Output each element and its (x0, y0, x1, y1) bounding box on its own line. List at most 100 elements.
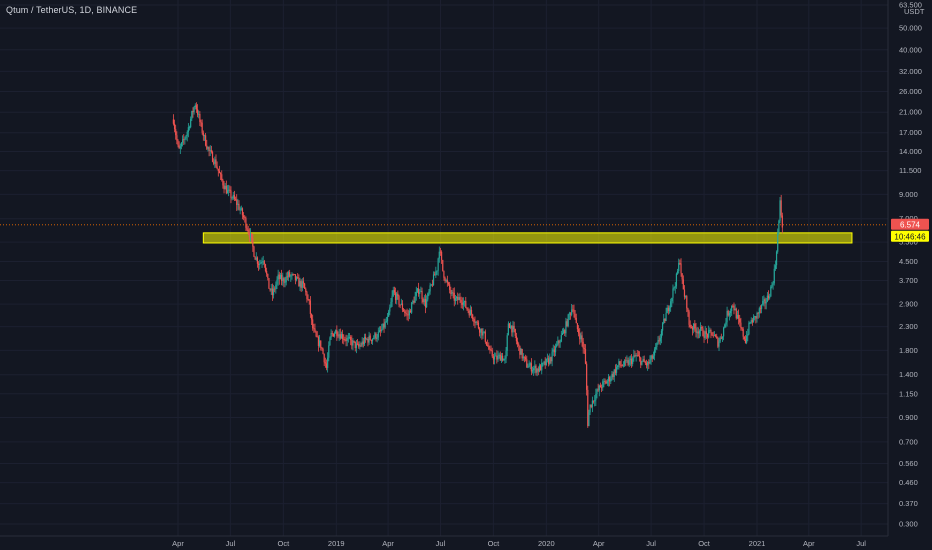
candle-body (714, 335, 717, 337)
candle-body (278, 274, 280, 280)
candle-body (523, 356, 526, 358)
candle-body (597, 389, 599, 391)
candle-body (322, 348, 324, 354)
candle-body (193, 107, 195, 113)
candle-body (538, 365, 541, 372)
candle-body (342, 334, 344, 340)
candle-body (474, 321, 476, 323)
candle-body (317, 336, 320, 346)
candle-body (650, 355, 652, 361)
candle-body (670, 301, 672, 308)
candle-body (617, 365, 619, 367)
candle-body (761, 304, 763, 310)
candle-body (588, 412, 590, 427)
candle-body (472, 314, 474, 319)
y-tick-label: 9.000 (899, 190, 918, 199)
candle-body (771, 284, 773, 287)
candle-body (651, 355, 653, 359)
candle-body (629, 358, 631, 360)
candle-body (460, 299, 462, 303)
candle-body (210, 150, 212, 152)
candle-body (241, 208, 244, 216)
time-axis[interactable]: Apr Jul Oct 2019 Apr Jul Oct 2020 Apr Jul Oct 2021 A… (0, 535, 888, 548)
candle-body (255, 257, 257, 260)
candle-body (412, 300, 414, 303)
candle-body (454, 298, 457, 301)
candle-body (502, 355, 504, 361)
candle-body (422, 299, 424, 303)
candle-body (172, 119, 174, 124)
candle-body (512, 325, 514, 333)
y-tick-label: 32.000 (899, 67, 922, 76)
candle-body (184, 138, 186, 140)
candle-body (378, 330, 381, 332)
chart-title: Qtum / TetherUS, 1D, BINANCE (6, 5, 138, 15)
candle-body (468, 310, 470, 316)
candle-body (186, 132, 188, 136)
y-tick-label: 50.000 (899, 24, 922, 33)
x-tick-label: 2021 (749, 539, 766, 548)
candle-body (447, 282, 450, 285)
candle-body (443, 270, 445, 278)
candle-body (505, 350, 507, 359)
candle-body (323, 353, 325, 363)
candle-body (746, 335, 748, 343)
candle-body (263, 261, 265, 265)
candle-body (437, 258, 439, 271)
candle-body (713, 335, 716, 336)
candle-body (430, 284, 432, 286)
candle-body (416, 288, 419, 292)
candle-body (705, 331, 707, 335)
y-tick-label: 4.500 (899, 257, 918, 266)
candle-body (306, 292, 308, 300)
candle-body (496, 355, 498, 360)
candle-body (657, 340, 659, 344)
candle-body (544, 361, 546, 365)
candle-body (417, 288, 420, 294)
candle-body (664, 318, 666, 321)
x-tick-label: 2019 (328, 539, 345, 548)
candle-body (697, 331, 699, 334)
candle-body (737, 314, 740, 319)
candle-body (566, 321, 568, 326)
candle-body (647, 362, 649, 366)
candle-body (285, 276, 287, 283)
candle-body (291, 274, 293, 276)
candle-body (392, 290, 394, 296)
candle-body (339, 334, 341, 339)
candle-body (301, 281, 303, 288)
candle-body (506, 335, 508, 351)
candle-body (403, 309, 405, 312)
candle-body (293, 274, 295, 275)
candle-body (747, 334, 749, 336)
candle-body (497, 355, 499, 360)
candle-body (731, 305, 733, 311)
candle-body (558, 340, 560, 343)
candle-body (575, 317, 577, 324)
candle-body (407, 314, 409, 316)
y-tick-label: 0.560 (899, 459, 918, 468)
candle-body (480, 328, 482, 333)
candle-body (565, 321, 567, 334)
candle-body (765, 301, 767, 304)
candle-body (759, 308, 762, 310)
candle-body (327, 357, 329, 368)
candle-body (257, 263, 260, 265)
price-axis[interactable]: 63.500 50.000 40.000 32.000 26.000 21.000 17.0… (887, 0, 925, 536)
last-price-badge (891, 218, 929, 230)
candle-body (519, 345, 521, 355)
candle-body (610, 378, 612, 382)
candle-body (352, 340, 354, 346)
candle-body (232, 195, 234, 198)
candle-body (720, 337, 722, 339)
candle-body (294, 274, 297, 281)
candle-body (462, 302, 465, 305)
candle-body (276, 279, 278, 285)
candle-body (272, 288, 275, 296)
candle-body (694, 323, 696, 329)
candle-body (268, 278, 270, 289)
candle-body (742, 329, 744, 337)
candle-body (589, 404, 591, 413)
